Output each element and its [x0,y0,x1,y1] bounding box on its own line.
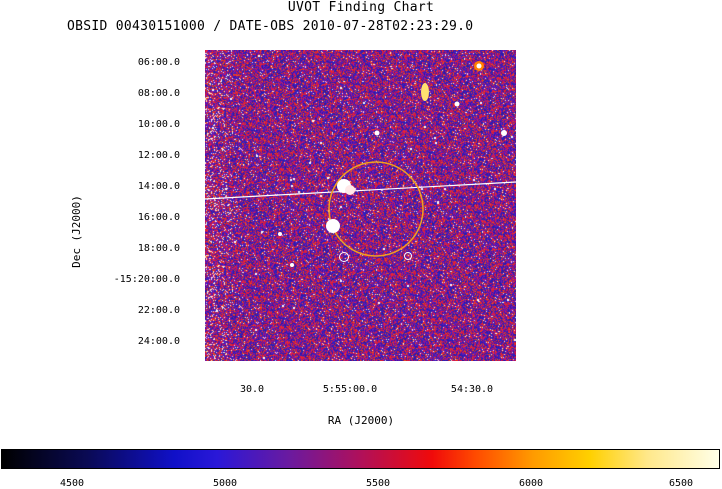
bright-star [501,130,507,136]
y-axis-label: Dec (J2000) [69,195,83,268]
colorbar-label: 6000 [518,478,544,489]
bright-star [454,101,460,107]
dec-tick-label: 18:00.0 [137,243,180,254]
source-marker [339,252,349,262]
ra-tick-label: 5:55:00.0 [322,384,378,395]
dec-tick-label: 16:00.0 [137,212,180,223]
bright-star [326,219,340,233]
bright-star [345,185,355,195]
source-marker [404,252,412,260]
sky-image [205,50,516,361]
colorbar-label: 5500 [365,478,391,489]
colorbar-label: 6500 [668,478,694,489]
dec-tick-label: 14:00.0 [137,181,180,192]
bright-star [421,83,429,101]
dec-tick-label: 24:00.0 [137,336,180,347]
bright-star [290,263,294,267]
dec-tick-label: 06:00.0 [137,57,180,68]
bright-star [476,63,482,69]
colorbar [1,449,720,469]
dec-tick-label: -15:20:00.0 [113,274,180,285]
x-axis-label: RA (J2000) [327,414,395,427]
dec-tick-label: 10:00.0 [137,119,180,130]
sky-image-panel[interactable] [205,50,516,361]
ra-tick-label: 30.0 [239,384,265,395]
dec-tick-label: 22:00.0 [137,305,180,316]
chart-subtitle: OBSID 00430151000 / DATE-OBS 2010-07-28T… [67,19,474,34]
overlay-layer [205,61,516,267]
dec-tick-label: 12:00.0 [137,150,180,161]
error-circle [328,161,424,257]
chart-title: UVOT Finding Chart [287,0,435,15]
bright-star [278,232,282,236]
trail-line [205,181,516,200]
colorbar-label: 4500 [59,478,85,489]
bright-star [374,130,380,136]
colorbar-label: 5000 [212,478,238,489]
ra-tick-label: 54:30.0 [450,384,494,395]
dec-tick-label: 08:00.0 [137,88,180,99]
